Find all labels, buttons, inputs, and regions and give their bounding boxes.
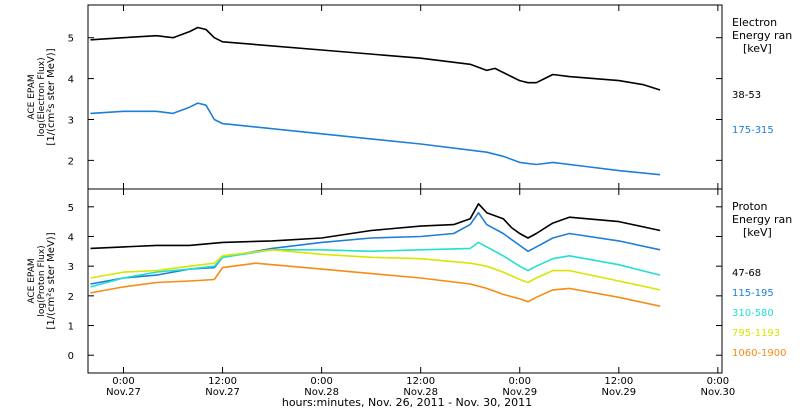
x-tick-date-label: Nov.29 xyxy=(502,387,537,398)
y-tick-label: 3 xyxy=(68,262,74,273)
legend-title: [keV] xyxy=(743,226,772,239)
legend-entry: 47-68 xyxy=(732,268,761,279)
y-tick-label: 5 xyxy=(68,34,74,45)
legend-title: Energy ran xyxy=(732,29,792,42)
x-tick-date-label: Nov.30 xyxy=(701,387,736,398)
legend-entry: 795-1193 xyxy=(732,328,780,339)
y-tick-label: 4 xyxy=(68,232,74,243)
panel-2: 0 1 2 3 4 5 ACE EPAM log(Proton Flux) [1/(cm²s s… xyxy=(27,188,792,374)
x-tick-date-label: Nov.28 xyxy=(304,387,339,398)
y-axis-label: ACE EPAM xyxy=(27,258,37,303)
series-line xyxy=(90,241,661,288)
legend-entry: 115-195 xyxy=(732,288,774,299)
panel-frame xyxy=(87,4,723,190)
x-tick-date-label: Nov.28 xyxy=(403,387,438,398)
x-tick-label: 12:00 xyxy=(604,376,633,387)
y-tick-label: 4 xyxy=(68,75,74,86)
legend-title: Energy ran xyxy=(732,213,792,226)
series-line xyxy=(90,102,661,176)
y-axis-label: [1/(cm²s ster MeV)] xyxy=(46,48,57,145)
y-axis-label: log(Electron Flux) xyxy=(37,57,47,136)
y-tick-label: 2 xyxy=(68,156,74,167)
legend-entry: 310-580 xyxy=(732,308,774,319)
legend-entry: 38-53 xyxy=(732,90,761,101)
x-tick-label: 0:00 xyxy=(310,376,332,387)
series-line xyxy=(90,26,661,91)
y-tick-label: 0 xyxy=(68,351,74,362)
x-tick-label: 12:00 xyxy=(208,376,237,387)
y-tick-label: 2 xyxy=(68,292,74,303)
legend-title: [keV] xyxy=(743,42,772,55)
series-line xyxy=(90,249,661,291)
y-tick-label: 3 xyxy=(68,115,74,126)
y-tick-label: 5 xyxy=(68,203,74,214)
panel-frame xyxy=(87,188,723,374)
x-tick-date-label: Nov.27 xyxy=(106,387,141,398)
x-tick-label: 0:00 xyxy=(707,376,729,387)
y-tick-label: 1 xyxy=(68,322,74,333)
x-tick-label: 12:00 xyxy=(406,376,435,387)
series-line xyxy=(90,203,661,250)
x-tick-label: 0:00 xyxy=(112,376,134,387)
x-tick-label: 0:00 xyxy=(509,376,531,387)
legend-title: Electron xyxy=(732,16,777,29)
y-axis-label: [1/(cm²s ster MeV)] xyxy=(46,232,57,329)
x-tick-date-label: Nov.27 xyxy=(205,387,240,398)
legend-title: Proton xyxy=(732,200,767,213)
series-line xyxy=(90,262,661,307)
y-axis-label: log(Proton Flux) xyxy=(37,245,47,316)
legend-entry: 175-315 xyxy=(732,125,774,136)
y-axis-label: ACE EPAM xyxy=(27,74,37,119)
panel-1: 2 3 4 5 ACE EPAM log(Electron Flux) [1/(cm²s s… xyxy=(27,4,792,190)
x-tick-date-label: Nov.29 xyxy=(601,387,636,398)
x-axis-label: hours:minutes, Nov. 26, 2011 - Nov. 30, … xyxy=(282,396,532,409)
legend-entry: 1060-1900 xyxy=(732,348,787,359)
